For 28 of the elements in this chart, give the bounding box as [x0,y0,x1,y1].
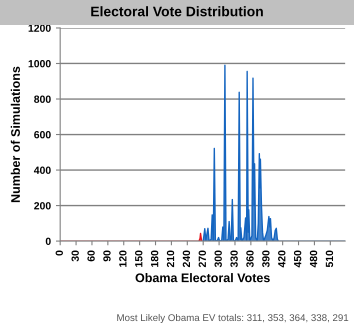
x-tick-label: 390 [262,250,270,268]
x-tick-label: 120 [119,250,127,267]
y-tick-label: 0 [46,238,51,245]
x-tick-label: 90 [103,250,111,262]
x-tick-label: 30 [71,250,79,262]
y-axis-title: Number of Simulations [10,66,20,202]
y-tick-label: 600 [34,131,51,138]
x-tick-label: 60 [87,250,95,262]
y-tick-label: 1000 [28,60,51,68]
y-tick-label: 400 [34,166,51,174]
x-tick-label: 420 [278,250,286,268]
x-axis-title: Obama Electoral Votes [136,273,270,282]
x-tick-label: 0 [56,250,63,256]
y-tick-label: 200 [34,202,51,210]
x-tick-label: 360 [246,250,254,268]
chart-title: Electoral Vote Distribution [91,6,263,16]
x-tick-label: 270 [198,250,206,268]
x-tick-label: 450 [294,250,302,268]
x-tick-label: 240 [182,250,190,268]
x-tick-label: 330 [230,250,238,268]
x-tick-label: 510 [326,250,334,268]
x-tick-label: 180 [150,250,158,267]
x-tick-label: 150 [135,250,142,267]
y-tick-label: 800 [34,96,51,103]
text: Most Likely Obama EV totals: 311, 353, 364, 338, 291 [117,314,348,324]
x-tick-label: 300 [214,250,222,268]
x-tick-label: 480 [310,250,318,268]
x-tick-label: 210 [166,250,174,268]
